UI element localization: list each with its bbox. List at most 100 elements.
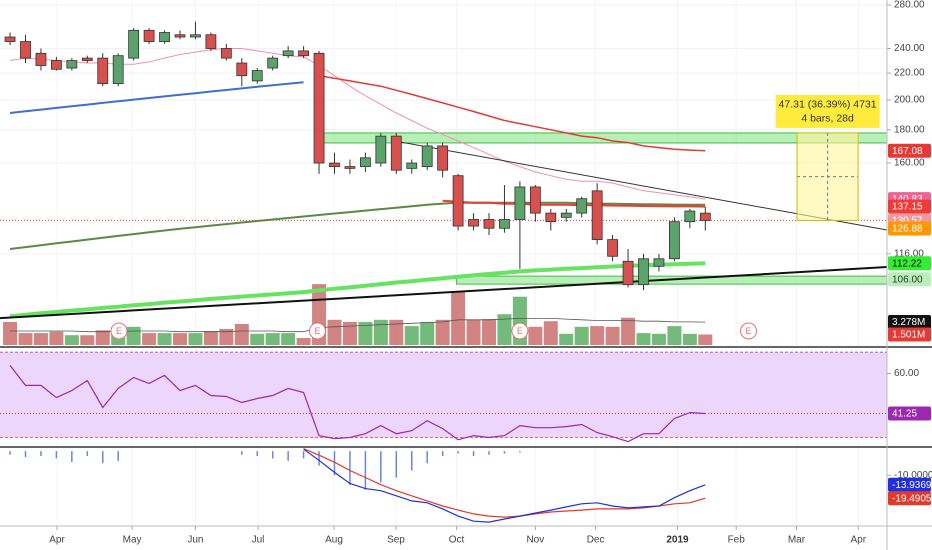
price-label: 112.22 <box>892 258 922 269</box>
candle-body <box>236 62 248 77</box>
volume-bar <box>188 333 203 345</box>
volume-bar <box>559 333 574 345</box>
price-label-box <box>888 406 931 421</box>
candle-body <box>112 55 124 84</box>
moving-average <box>442 199 706 208</box>
x-tick-label: Aug <box>325 535 343 546</box>
x-tick-label: Jun <box>187 535 203 546</box>
price-label: 41.25 <box>892 409 917 420</box>
candle-body <box>267 57 279 69</box>
candle-body <box>35 52 47 66</box>
x-tick-label: Feb <box>728 535 746 546</box>
volume-bar <box>64 335 79 345</box>
price-label: -13.9369 <box>892 480 932 491</box>
x-tick-label: Mar <box>788 535 806 546</box>
candle-body <box>390 135 402 171</box>
price-label: 126.88 <box>892 224 923 235</box>
volume-bar <box>250 333 265 345</box>
candle-body <box>669 221 680 260</box>
candle-body <box>529 186 541 214</box>
price-label-box <box>888 477 931 492</box>
candle-body <box>699 212 711 221</box>
volume-bar <box>157 333 172 345</box>
volume-bar <box>698 334 713 345</box>
macd-line <box>303 448 706 523</box>
x-tick-label: Nov <box>526 535 544 546</box>
price-label-box <box>888 256 931 271</box>
price-label-box <box>888 315 931 330</box>
volume-bar <box>451 291 466 345</box>
candle-body <box>638 258 649 286</box>
volume-bar <box>203 331 218 345</box>
candle-body <box>143 29 155 42</box>
x-tick-label: Oct <box>449 535 465 546</box>
moving-average <box>9 48 706 200</box>
moving-average <box>318 74 706 152</box>
candle-body <box>591 190 603 241</box>
volume-bar <box>327 319 342 345</box>
candle-body <box>344 166 356 169</box>
volume-bar <box>265 333 280 345</box>
earnings-marker <box>110 322 128 340</box>
x-tick-label: 2019 <box>666 535 689 546</box>
volume-bar <box>605 326 620 345</box>
rsi-band <box>0 352 887 438</box>
volume-bar <box>389 319 404 345</box>
candle-body <box>421 145 433 167</box>
volume-bar <box>49 331 64 345</box>
price-label: 3.278M <box>892 317 925 328</box>
macd-signal-line <box>303 448 706 518</box>
measure-label: 47.31 (36.39%) 4731 <box>779 99 877 111</box>
volume-bar <box>528 326 543 345</box>
candle-body <box>622 260 634 286</box>
volume-bar <box>296 338 311 345</box>
y-tick-label: 116.00 <box>894 248 924 259</box>
price-label: 106.00 <box>892 274 923 285</box>
volume-bar <box>621 317 636 345</box>
candle-body <box>406 162 418 169</box>
candle-body <box>329 162 340 167</box>
candle-body <box>375 135 387 164</box>
volume-bar <box>358 321 373 345</box>
candle-body <box>607 239 619 257</box>
volume-bar <box>667 326 682 345</box>
volume-bar <box>18 333 33 345</box>
candle-body <box>97 57 109 84</box>
volume-bar <box>636 333 651 345</box>
x-tick-label: Sep <box>387 535 405 546</box>
y-tick-label: -10.0000 <box>894 470 932 481</box>
candle-body <box>251 70 263 82</box>
candle-body <box>468 219 479 227</box>
volume-bar <box>95 330 110 345</box>
price-label-box <box>888 199 931 214</box>
volume-bar <box>234 324 249 345</box>
measure-label-box <box>775 94 880 128</box>
moving-average <box>9 81 304 114</box>
trendline <box>0 266 888 320</box>
volume-bar <box>420 321 435 345</box>
price-label: 1.501M <box>892 330 925 341</box>
volume-bar <box>172 333 187 345</box>
candle-body <box>576 198 588 214</box>
candle-body <box>684 210 696 223</box>
candle-body <box>545 212 557 223</box>
candle-body <box>298 50 309 57</box>
price-label-box <box>888 143 931 158</box>
rsi-line <box>9 365 706 443</box>
volume-bar <box>219 328 234 345</box>
earnings-marker <box>309 322 327 340</box>
y-tick-label: 180.00 <box>894 124 925 135</box>
earnings-marker <box>740 322 758 340</box>
volume-bar <box>142 333 157 345</box>
candle-body <box>514 186 526 220</box>
moving-average <box>9 201 706 250</box>
candle-body <box>560 212 572 218</box>
y-tick-label: 280.00 <box>894 0 925 11</box>
candle-body <box>282 50 294 57</box>
volume-bar <box>126 326 141 345</box>
candle-body <box>190 34 201 38</box>
x-tick-label: Apr <box>850 535 866 546</box>
volume-bar <box>574 326 589 345</box>
price-label-box <box>888 327 931 342</box>
